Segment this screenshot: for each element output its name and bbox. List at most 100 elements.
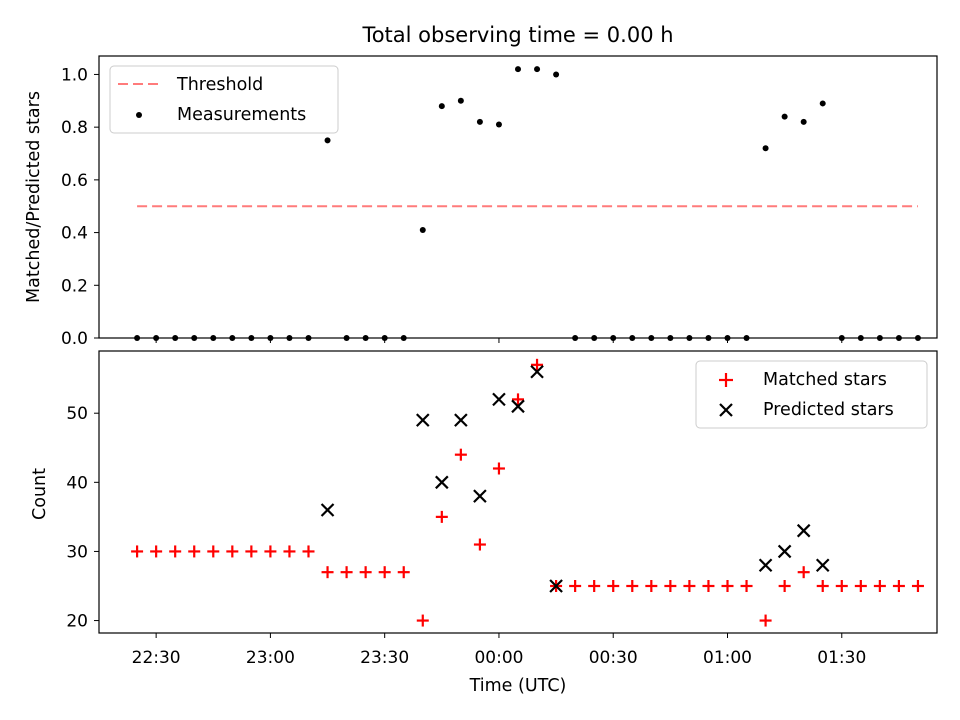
- bottom-legend: Matched stars Predicted stars: [695, 360, 928, 429]
- matched-star-marker: [854, 580, 867, 592]
- matched-star-marker: [569, 580, 582, 592]
- matched-star-marker: [740, 580, 753, 592]
- matched-star-marker: [378, 566, 391, 579]
- matched-star-marker: [645, 580, 658, 592]
- measurement-point: [781, 113, 788, 120]
- measurement-point: [210, 335, 217, 341]
- matched-star-marker: [302, 545, 315, 558]
- measurement-point: [134, 335, 141, 341]
- x-axis-label: Time (UTC): [469, 676, 567, 696]
- matched-star-marker: [892, 580, 905, 592]
- matched-star-marker: [359, 566, 372, 579]
- x-tick-label: 23:00: [246, 648, 295, 668]
- predicted-star-marker: [415, 413, 430, 427]
- predicted-star-marker: [796, 523, 811, 538]
- measurement-point: [153, 335, 160, 341]
- top-legend: Threshold Measurements: [109, 65, 339, 134]
- top-y-tick-label: 0.0: [61, 329, 88, 349]
- matched-star-marker: [321, 566, 334, 579]
- legend-matched-label: Matched stars: [763, 370, 887, 390]
- bottom-y-tick-label: 20: [66, 612, 88, 632]
- measurement-point: [800, 118, 807, 125]
- measurement-point: [876, 335, 883, 341]
- measurement-point: [495, 121, 502, 128]
- measurement-point: [572, 335, 579, 341]
- legend-matched-swatch: [719, 373, 733, 387]
- matched-star-marker: [531, 358, 544, 371]
- predicted-star-marker: [815, 558, 830, 573]
- matched-star-marker: [607, 580, 620, 592]
- matched-star-marker: [512, 393, 524, 406]
- x-tick-label: 01:30: [817, 648, 866, 668]
- predicted-star-marker: [435, 475, 449, 490]
- matched-star-markers: [131, 358, 924, 627]
- top-legend-box: [109, 65, 339, 134]
- measurement-point: [857, 335, 864, 341]
- measurement-point: [610, 335, 617, 341]
- matched-star-marker: [416, 614, 429, 627]
- measurement-point: [667, 335, 674, 341]
- matched-star-marker: [683, 580, 696, 592]
- x-tick-label: 00:30: [589, 648, 638, 668]
- measurement-point: [343, 335, 350, 341]
- top-x-ticks: [155, 338, 843, 343]
- x-tick-label: 22:30: [132, 648, 181, 668]
- top-panel: 0.0 0.2 0.4 0.6 0.8 1.0 Matched/Predicted sta…: [24, 55, 938, 349]
- measurement-point: [324, 137, 331, 144]
- measurement-point: [629, 335, 636, 341]
- measurement-point: [895, 335, 902, 341]
- bottom-x-ticks: 22:30 23:00 23:30 00:00 00:30 01:00 01:30: [132, 633, 866, 668]
- measurement-point: [305, 335, 312, 341]
- legend-threshold-label: Threshold: [176, 75, 263, 95]
- matched-star-marker: [226, 545, 239, 558]
- top-y-tick-label: 0.4: [61, 224, 88, 244]
- measurement-point: [419, 226, 426, 233]
- matched-star-marker: [664, 580, 677, 592]
- measurement-point: [762, 145, 769, 152]
- matched-star-marker: [207, 545, 220, 558]
- matched-star-marker: [473, 538, 486, 551]
- measurement-point: [191, 335, 198, 341]
- matched-star-marker: [340, 566, 353, 579]
- bottom-y-tick-label: 50: [66, 404, 88, 424]
- matched-star-marker: [911, 580, 924, 592]
- matched-star-marker: [797, 566, 810, 579]
- matched-star-marker: [778, 580, 791, 592]
- predicted-star-marker: [758, 558, 773, 573]
- matched-star-marker: [759, 614, 772, 627]
- matched-star-marker: [169, 545, 182, 558]
- measurement-point: [286, 335, 293, 341]
- bottom-panel: 20 30 40 50 22:30 23:00 23:30 00:00 00:30 01:00 0…: [30, 350, 938, 696]
- matched-star-marker: [721, 580, 734, 592]
- matched-star-marker: [283, 545, 296, 558]
- predicted-star-marker: [549, 579, 563, 593]
- measurement-point: [914, 335, 921, 341]
- measurement-point: [476, 118, 483, 125]
- measurement-point: [553, 71, 560, 78]
- matched-star-marker: [435, 510, 448, 523]
- predicted-star-marker: [777, 544, 792, 559]
- matched-star-marker: [245, 545, 258, 558]
- legend-predicted-swatch: [719, 403, 733, 417]
- measurement-point: [267, 335, 274, 341]
- measurement-point: [724, 335, 731, 341]
- top-y-tick-label: 0.8: [61, 118, 88, 138]
- matched-star-marker: [588, 580, 601, 592]
- measurement-point: [838, 335, 845, 341]
- bottom-y-axis-label: Count: [30, 468, 50, 520]
- bottom-axes-frame: [98, 350, 938, 634]
- measurement-point: [229, 335, 236, 341]
- matched-star-marker: [188, 545, 201, 558]
- top-y-tick-label: 1.0: [61, 65, 88, 85]
- predicted-star-marker: [511, 399, 525, 414]
- legend-measurement-swatch: [136, 112, 142, 118]
- top-y-tick-label: 0.2: [61, 276, 88, 296]
- predicted-star-markers: [320, 364, 830, 593]
- matched-star-marker: [150, 545, 163, 558]
- predicted-star-marker: [530, 364, 544, 379]
- x-tick-label: 23:30: [360, 648, 409, 668]
- x-tick-label: 01:00: [703, 648, 752, 668]
- matched-star-marker: [264, 545, 277, 558]
- bottom-y-tick-label: 30: [66, 542, 88, 562]
